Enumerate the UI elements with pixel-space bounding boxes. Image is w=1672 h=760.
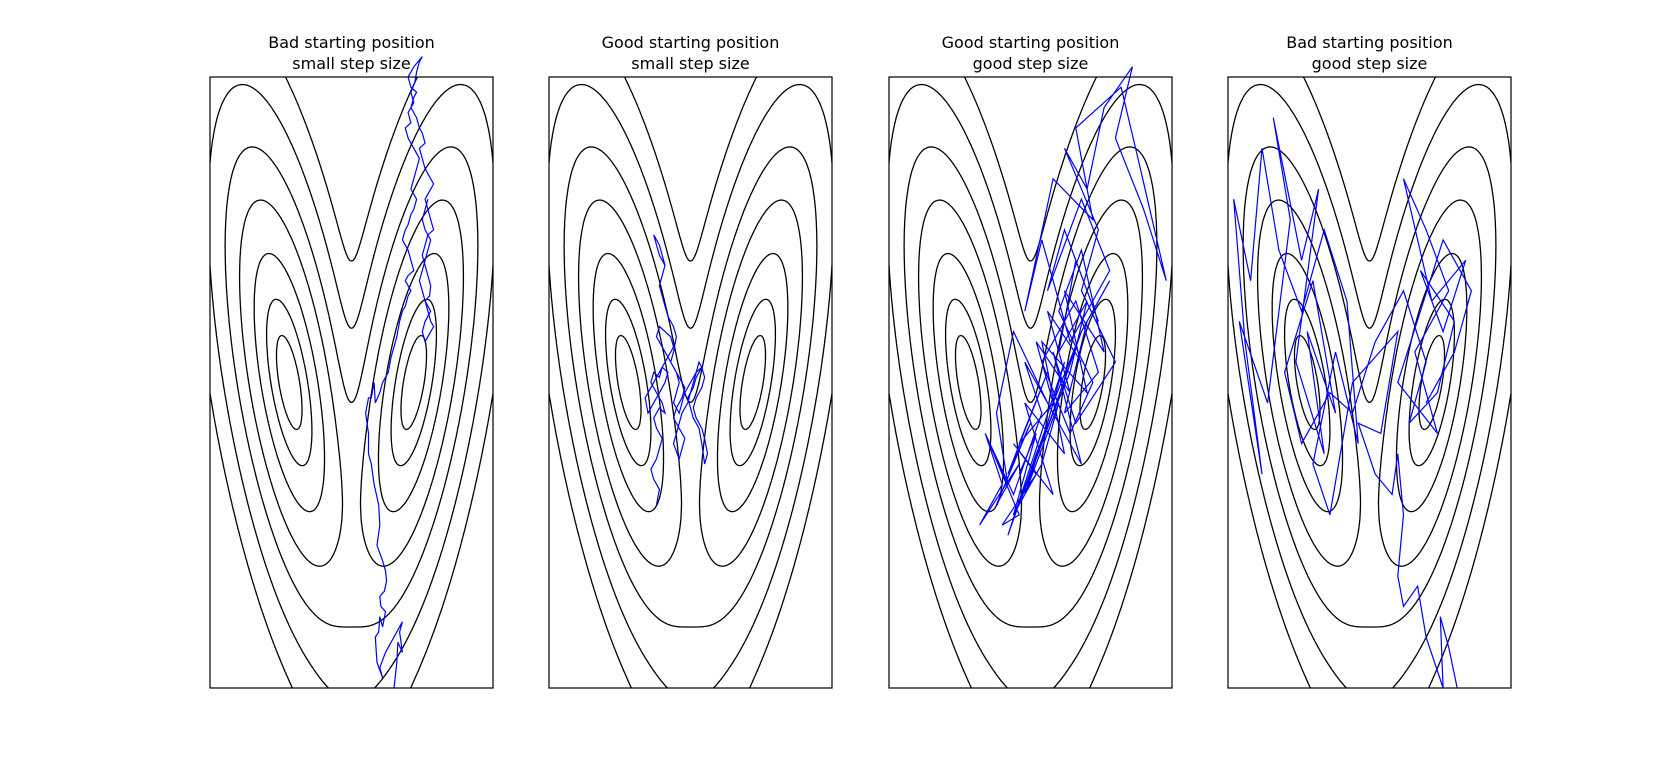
panel-4-title-line1: Bad starting position	[1286, 33, 1453, 52]
contour-level-4	[238, 199, 465, 567]
panel-2-title-line2: small step size	[631, 54, 749, 73]
contour-level-6	[209, 83, 494, 689]
panel-3-chain-trace	[979, 66, 1167, 536]
contour-level-2	[604, 298, 777, 467]
contour-level-2	[265, 298, 438, 467]
panel-4: Bad starting position good step size	[1227, 33, 1512, 689]
panel-4-chain-trace	[1233, 117, 1473, 689]
panel-1-frame	[209, 76, 494, 689]
panel-1: Bad starting position small step size	[209, 33, 494, 689]
contour-level-4	[917, 199, 1144, 567]
panel-1-title-line1: Bad starting position	[268, 33, 435, 52]
contour-level-4	[1256, 199, 1483, 567]
panel-3: Good starting position good step size	[888, 33, 1173, 689]
contour-level-5	[903, 146, 1158, 628]
contour-level-7	[548, 76, 833, 689]
panel-4-frame	[1227, 76, 1512, 689]
contour-level-7	[209, 76, 494, 689]
panel-2-chain-trace	[644, 234, 709, 505]
contour-level-7	[888, 76, 1173, 689]
contour-level-5	[224, 146, 479, 628]
contour-level-7	[1227, 76, 1512, 689]
panel-4-title-line2: good step size	[1312, 54, 1428, 73]
panel-2-title-line1: Good starting position	[602, 33, 780, 52]
panel-3-title-line2: good step size	[973, 54, 1089, 73]
contour-level-3	[1271, 252, 1468, 513]
panel-3-frame	[888, 76, 1173, 689]
contour-level-1	[275, 334, 428, 431]
contour-level-6	[888, 83, 1173, 689]
panel-2: Good starting position small step size	[548, 33, 833, 689]
contour-level-1	[614, 334, 767, 431]
panel-1-title-line2: small step size	[292, 54, 410, 73]
panel-4-contours	[1227, 76, 1512, 689]
contour-level-2	[944, 298, 1117, 467]
contour-level-6	[1227, 83, 1512, 689]
panel-2-frame	[548, 76, 833, 689]
panel-1-contours	[209, 76, 494, 689]
contour-level-3	[253, 252, 450, 513]
contour-level-5	[1242, 146, 1497, 628]
contour-level-6	[548, 83, 833, 689]
panel-3-title-line1: Good starting position	[942, 33, 1120, 52]
panel-1-chain-trace	[364, 56, 435, 689]
panel-3-contours	[888, 76, 1173, 689]
contour-level-5	[563, 146, 818, 628]
contour-level-2	[1283, 298, 1456, 467]
